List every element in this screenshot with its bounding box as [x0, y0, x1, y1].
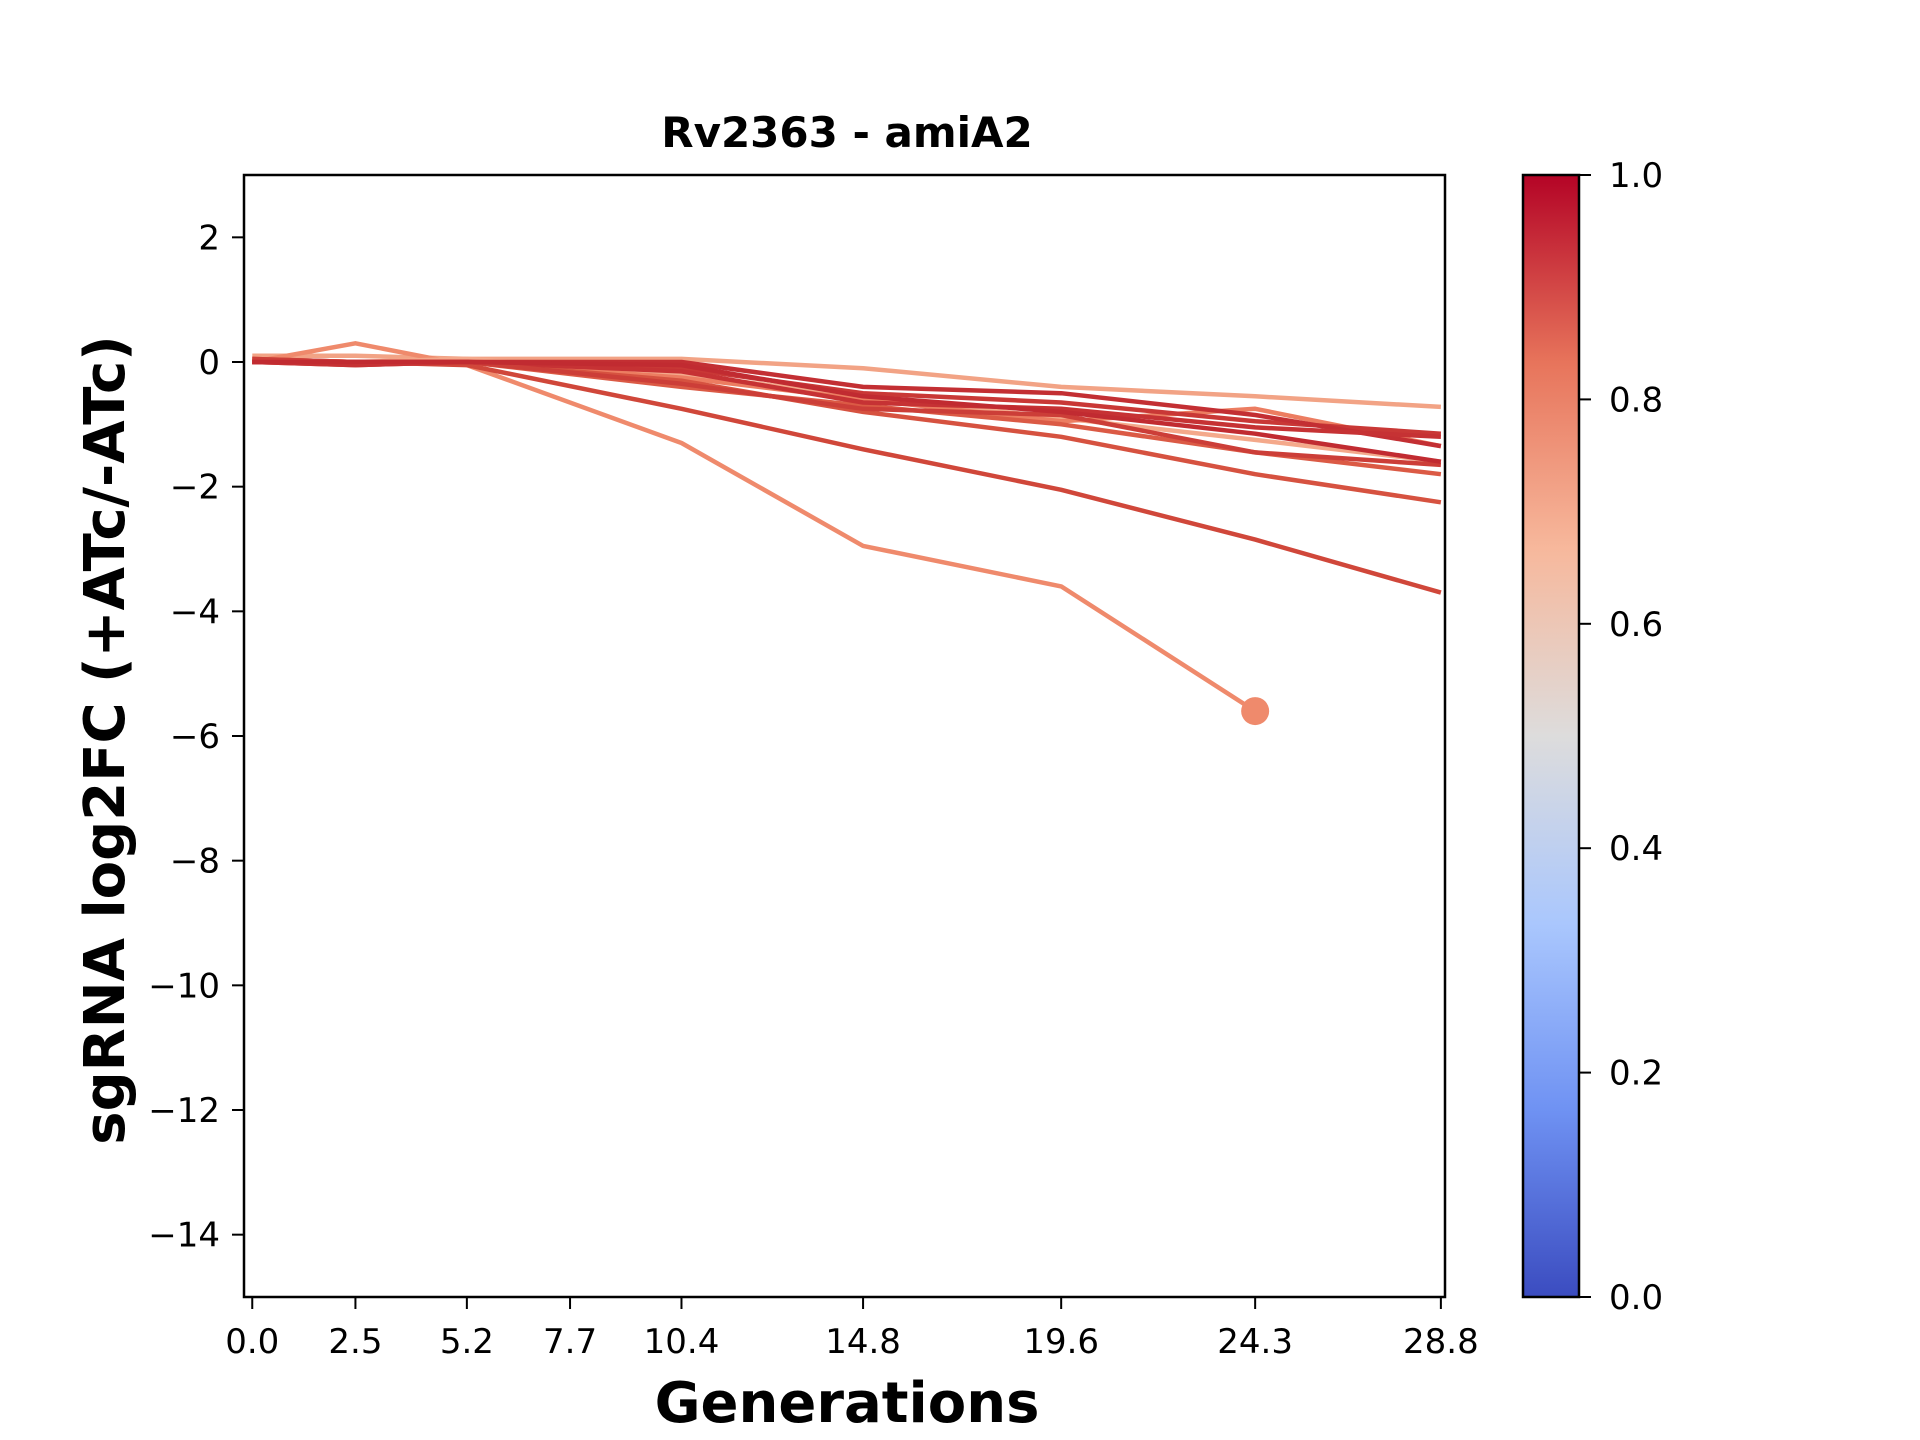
colorbar-tick-label: 0.2 [1609, 1054, 1663, 1094]
colorbar-gradient [1521, 173, 1581, 1299]
y-tick-label: −8 [170, 842, 220, 882]
y-tick-label: 0 [198, 343, 220, 383]
x-tick-label: 7.7 [543, 1322, 597, 1362]
x-tick-label: 2.5 [328, 1322, 382, 1362]
x-tick-label: 10.4 [644, 1322, 720, 1362]
x-tick-label: 28.8 [1403, 1322, 1479, 1362]
y-axis-label: sgRNA log2FC (+ATc/-ATc) [73, 335, 138, 1145]
colorbar: 0.0 0.2 0.4 0.6 0.8 1.0 [1521, 156, 1663, 1318]
y-tick-label: −2 [170, 468, 220, 508]
x-tick-label: 5.2 [440, 1322, 494, 1362]
y-tick-label: −6 [170, 717, 220, 757]
series-line-2 [251, 341, 1257, 713]
x-tick-label: 24.3 [1217, 1322, 1293, 1362]
y-tick-label: −4 [170, 592, 220, 632]
axes-frame [242, 173, 1447, 1299]
x-tick-label: 0.0 [225, 1322, 279, 1362]
series-line-1 [252, 353, 1442, 410]
series-line-12 [252, 359, 1442, 464]
plot-area: 0.0 2.5 5.2 7.7 10.4 14.8 19.6 24.3 28.8 2 0 −2 −4 −6… [148, 173, 1479, 1362]
colorbar-tick-label: 1.0 [1609, 156, 1663, 196]
y-tick-label: −12 [148, 1091, 220, 1131]
colorbar-tick-label: 0.4 [1609, 829, 1663, 869]
series-line-10 [252, 359, 1442, 440]
x-tick-label: 14.8 [825, 1322, 901, 1362]
y-tick-label: −10 [148, 966, 220, 1006]
x-tick-label: 19.6 [1023, 1322, 1099, 1362]
chart-title: Rv2363 - amiA2 [661, 108, 1033, 157]
series-end-marker [1241, 697, 1270, 726]
y-tick-label: 2 [198, 218, 220, 258]
colorbar-tick-label: 0.8 [1609, 380, 1663, 420]
colorbar-tick-label: 0.0 [1609, 1278, 1663, 1318]
x-axis-label: Generations [655, 1371, 1040, 1436]
colorbar-tick-label: 0.6 [1609, 605, 1663, 645]
y-tick-label: −14 [148, 1216, 220, 1256]
